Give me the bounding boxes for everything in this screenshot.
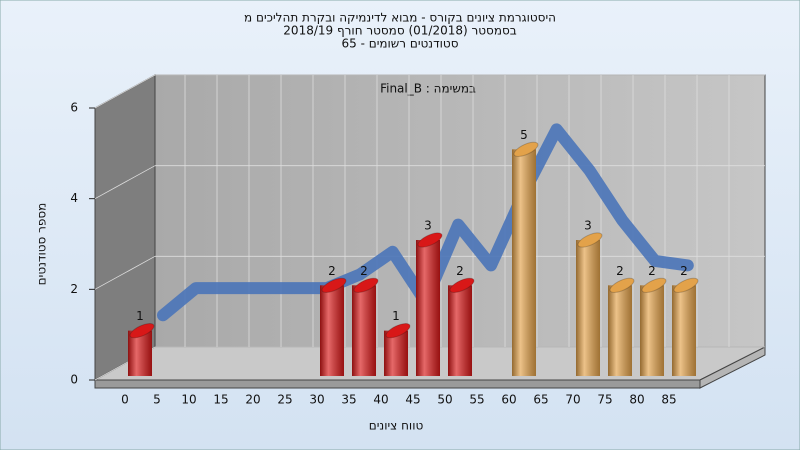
floor-side [699,346,766,389]
y-tick-label: 2 [70,282,78,296]
bar-shade [352,285,376,376]
bar-top [449,277,475,293]
x-tick-label: 85 [661,393,676,407]
grid-line [94,255,156,290]
value-label: 2 [616,264,624,278]
x-tick-label: 10 [181,393,196,407]
bar-top [385,323,411,339]
value-label: 2 [680,264,688,278]
x-tick-label: 40 [373,393,388,407]
x-axis-label: טווח ציונים [369,419,424,433]
x-tick-label: 20 [245,393,260,407]
y-tick-label: 6 [70,101,78,115]
y-axis-label: מספר סטודנטים [35,203,49,286]
value-label: 3 [584,219,592,233]
chart-title: סטודנטים רשומים - 65 [341,37,458,51]
value-label: 2 [328,264,336,278]
value-label: 1 [136,309,144,323]
bar-shade [512,149,536,376]
floor-edge [94,379,701,389]
x-tick-label: 70 [565,393,580,407]
bar-top [417,232,443,248]
value-label: 5 [520,128,528,142]
grid-line [94,74,156,109]
grid-line [94,165,156,200]
chart-title: היסטוגרמת ציונים בקורס - מבוא לדינמיקה ו… [244,11,556,25]
bar-top [641,277,667,293]
bar-top [129,323,155,339]
x-tick-label: 35 [341,393,356,407]
x-tick-label: 0 [121,393,129,407]
bar-shade [640,285,664,376]
value-label: 2 [648,264,656,278]
bar-shade [576,240,600,376]
x-tick-label: 15 [213,393,228,407]
bar-shade [448,285,472,376]
value-label: 3 [424,219,432,233]
x-tick-label: 55 [469,393,484,407]
x-tick-label: 45 [405,393,420,407]
bar-top [673,277,699,293]
bar-top [321,277,347,293]
y-tick-label: 0 [70,373,78,387]
bar-top [353,277,379,293]
x-tick-label: 75 [597,393,612,407]
x-tick-label: 25 [277,393,292,407]
bar-top [577,232,603,248]
x-tick-label: 60 [501,393,516,407]
bar-top [513,141,539,157]
x-tick-label: 80 [629,393,644,407]
x-tick-label: 30 [309,393,324,407]
bar-shade [672,285,696,376]
bar-shade [608,285,632,376]
bar-top [609,277,635,293]
bar-shade [384,330,408,376]
chart-title: בסמסטר (01/2018) סמסטר חורף 2018/19 [283,24,516,38]
bar-shade [416,240,440,376]
bar-shade [320,285,344,376]
bar-shade [128,330,152,376]
x-tick-label: 5 [153,393,161,407]
value-label: 2 [360,264,368,278]
annotation: במשימה : Final_B [380,82,476,96]
x-tick-label: 65 [533,393,548,407]
value-label: 2 [456,264,464,278]
value-label: 1 [392,309,400,323]
y-tick-label: 4 [70,191,78,205]
x-tick-label: 50 [437,393,452,407]
